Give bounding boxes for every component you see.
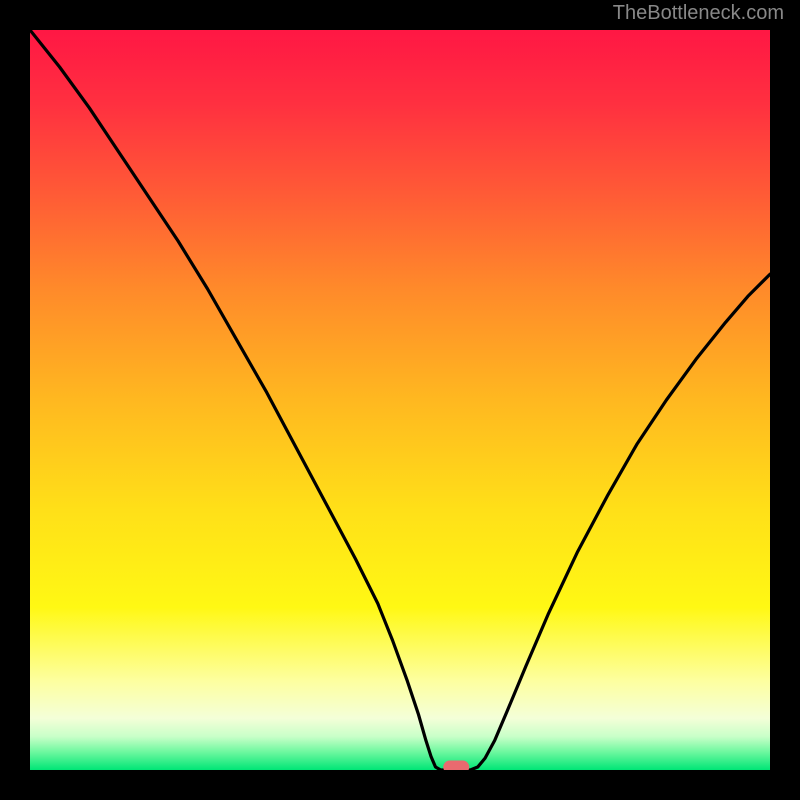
chart-container: TheBottleneck.com [0,0,800,800]
bottleneck-chart [0,0,800,800]
attribution-label: TheBottleneck.com [613,2,784,25]
